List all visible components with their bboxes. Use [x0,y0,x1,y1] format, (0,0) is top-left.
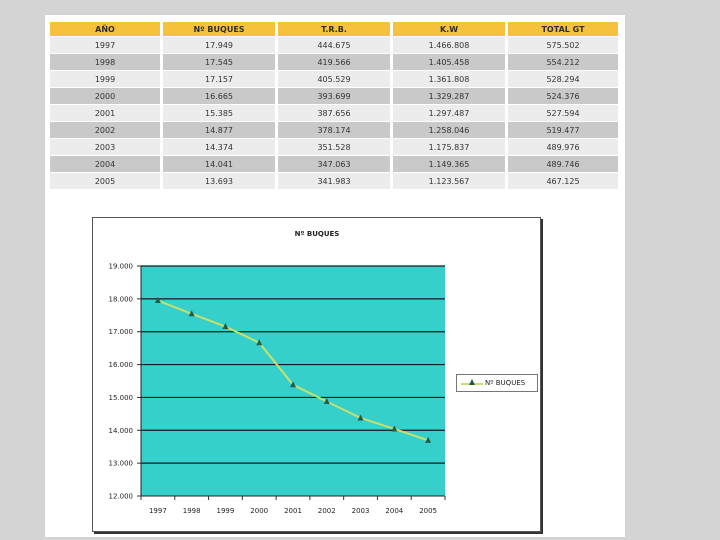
table-cell: 16.665 [163,88,275,104]
data-point [154,297,161,304]
legend-swatch [459,378,485,388]
x-tick-label: 2004 [385,507,403,515]
table-cell: 2003 [50,139,160,155]
column-header-vessels: Nº BUQUES [163,22,275,36]
table-cell: 1.466.808 [393,37,505,53]
table-cell: 1.361.808 [393,71,505,87]
x-tick-label: 2000 [250,507,268,515]
table-row: 2004 14.041 347.063 1.149.365 489.746 [50,156,618,172]
table-cell: 1.149.365 [393,156,505,172]
data-point [188,310,195,317]
table-cell: 524.376 [508,88,618,104]
table-cell: 17.949 [163,37,275,53]
table-cell: 387.656 [278,105,390,121]
table-header-row: AÑO Nº BUQUES T.R.B. K.W TOTAL GT [50,22,618,36]
table-cell: 2000 [50,88,160,104]
table-row: 2003 14.374 351.528 1.175.837 489.976 [50,139,618,155]
y-tick-label: 16.000 [109,361,134,369]
x-tick-label: 1999 [217,507,235,515]
table-row: 2000 16.665 393.699 1.329.287 524.376 [50,88,618,104]
y-tick-label: 19.000 [109,263,134,271]
spreadsheet-page: AÑO Nº BUQUES T.R.B. K.W TOTAL GT 1997 1… [45,15,625,537]
table-cell: 489.746 [508,156,618,172]
table-cell: 351.528 [278,139,390,155]
table-cell: 419.566 [278,54,390,70]
table-cell: 1999 [50,71,160,87]
y-tick-label: 14.000 [109,427,134,435]
table-cell: 378.174 [278,122,390,138]
data-point [323,397,330,404]
column-header-trb: T.R.B. [278,22,390,36]
column-header-kw: K.W [393,22,505,36]
table-cell: 1.258.046 [393,122,505,138]
triangle-marker-icon [469,379,475,385]
x-tick-label: 1998 [183,507,201,515]
data-point [425,436,432,443]
legend-label: Nº BUQUES [485,379,526,387]
table-cell: 14.041 [163,156,275,172]
table-cell: 2001 [50,105,160,121]
x-tick-label: 2002 [318,507,336,515]
table-row: 1997 17.949 444.675 1.466.808 575.502 [50,37,618,53]
table-cell: 444.675 [278,37,390,53]
table-cell: 1.405.458 [393,54,505,70]
table-cell: 347.063 [278,156,390,172]
table-row: 2001 15.385 387.656 1.297.487 527.594 [50,105,618,121]
table-cell: 489.976 [508,139,618,155]
table-cell: 554.212 [508,54,618,70]
table-cell: 393.699 [278,88,390,104]
fleet-data-table: AÑO Nº BUQUES T.R.B. K.W TOTAL GT 1997 1… [47,21,621,190]
table-cell: 17.157 [163,71,275,87]
table-row: 1998 17.545 419.566 1.405.458 554.212 [50,54,618,70]
table-cell: 2002 [50,122,160,138]
chart-legend: Nº BUQUES [456,374,538,392]
chart-title: Nº BUQUES [295,230,340,238]
y-tick-label: 18.000 [109,295,134,303]
table-cell: 2005 [50,173,160,189]
y-tick-label: 12.000 [109,493,134,501]
y-tick-label: 15.000 [109,394,134,402]
table-cell: 575.502 [508,37,618,53]
x-tick-label: 1997 [149,507,167,515]
table-cell: 519.477 [508,122,618,138]
line-chart: Nº BUQUES 12.000 13.000 14.000 15.000 16.000… [109,230,446,515]
table-row: 2005 13.693 341.983 1.123.567 467.125 [50,173,618,189]
plot-area [141,266,445,496]
data-point [391,425,398,432]
table-cell: 14.374 [163,139,275,155]
data-point [256,339,263,346]
table-cell: 17.545 [163,54,275,70]
x-tick-label: 2001 [284,507,302,515]
table-cell: 14.877 [163,122,275,138]
data-point [290,381,296,388]
table-cell: 15.385 [163,105,275,121]
data-point [222,323,229,330]
table-cell: 1.123.567 [393,173,505,189]
table-cell: 527.594 [508,105,618,121]
table-cell: 467.125 [508,173,618,189]
table-cell: 1.297.487 [393,105,505,121]
table-cell: 528.294 [508,71,618,87]
x-tick-label: 2003 [352,507,370,515]
table-row: 2002 14.877 378.174 1.258.046 519.477 [50,122,618,138]
table-cell: 13.693 [163,173,275,189]
table-cell: 1998 [50,54,160,70]
data-point [357,414,364,421]
column-header-year: AÑO [50,22,160,36]
table-cell: 1.175.837 [393,139,505,155]
table-cell: 1.329.287 [393,88,505,104]
table-row: 1999 17.157 405.529 1.361.808 528.294 [50,71,618,87]
table-cell: 2004 [50,156,160,172]
table-cell: 341.983 [278,173,390,189]
x-tick-label: 2005 [419,507,437,515]
column-header-total-gt: TOTAL GT [508,22,618,36]
table-cell: 1997 [50,37,160,53]
y-tick-label: 17.000 [109,328,134,336]
y-tick-label: 13.000 [109,460,134,468]
table-cell: 405.529 [278,71,390,87]
chart-frame: Nº BUQUES 12.000 13.000 14.000 15.000 16.000… [92,217,541,532]
